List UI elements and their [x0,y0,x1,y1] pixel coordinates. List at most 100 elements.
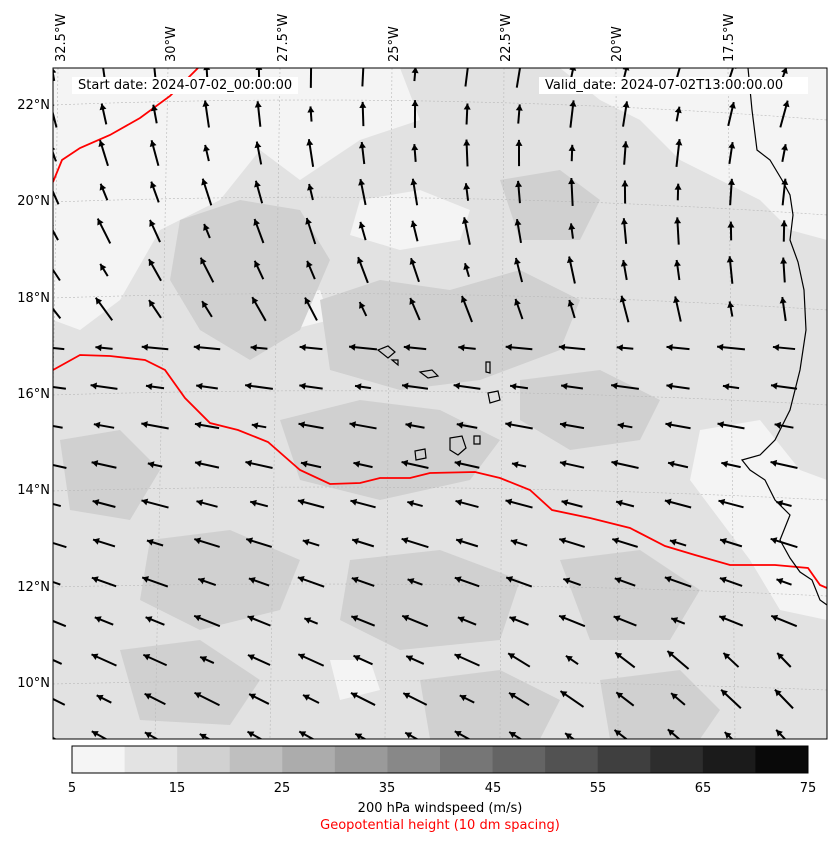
wind-arrow [666,343,690,351]
wind-arrow [770,382,798,390]
wind-arrow [300,460,322,469]
lat-label-20: 20°N [17,194,50,209]
wind-arrow [719,538,743,548]
wind-arrow [564,732,576,739]
colorbar-tick-35: 35 [378,781,396,796]
wind-arrow [411,68,419,82]
wind-arrow [148,299,162,319]
wind-arrow [146,538,164,547]
wind-arrow [351,538,375,548]
wind-arrow [142,653,168,667]
wind-arrow [194,537,220,548]
wind-arrow [53,268,61,282]
wind-arrow [670,692,686,706]
colorbar-swatch [177,746,231,773]
wind-arrow [150,104,158,124]
wind-arrow [203,223,211,239]
lon-label-27-5: 27.5°W [276,13,291,62]
wind-arrow [247,654,271,666]
wind-arrow [141,576,169,588]
wind-arrow [770,459,798,469]
wind-arrow [718,498,744,509]
wind-arrow [309,68,313,88]
wind-arrow [620,259,628,281]
colorbar-swatch [755,746,809,773]
wind-arrow [91,730,108,739]
wind-arrow [99,183,109,201]
wind-arrow [464,68,469,87]
wind-arrow [196,382,218,390]
wind-arrow [508,731,523,739]
wind-arrow [409,297,421,321]
wind-arrow [203,144,210,162]
wind-arrow [454,576,480,588]
wind-arrow [149,181,160,203]
wind-arrow [141,421,169,430]
wind-arrow [514,298,524,320]
colorbar-swatch [387,746,441,773]
wind-arrow [515,139,523,167]
wind-arrow [722,652,740,668]
lat-label-18: 18°N [17,291,50,306]
wind-arrow [299,343,323,351]
wind-arrow [405,421,425,429]
wind-arrow [250,344,268,352]
wind-arrow [622,101,630,127]
wind-arrow [53,147,57,162]
wind-arrow [99,263,109,277]
wind-arrow [410,220,419,242]
wind-arrow [254,180,264,204]
wind-arrow [194,421,220,430]
wind-arrow [361,68,365,87]
wind-arrow [770,614,798,628]
map-frame [52,67,828,740]
windspeed-fill-light [53,68,827,700]
wind-arrow [509,616,529,626]
wind-arrow [666,382,690,390]
wind-arrow [463,103,471,125]
wind-arrow [454,653,480,667]
colorbar-swatch [440,746,494,773]
wind-arrow [611,382,639,390]
wind-arrow [664,576,692,588]
lon-label-25: 25°W [387,26,402,62]
wind-arrow [53,346,65,351]
wind-arrow [53,541,67,549]
wind-arrow [251,296,267,322]
wind-arrow [667,728,681,739]
wind-arrow [358,141,366,165]
wind-arrow [459,694,475,704]
wind-arrow [454,460,480,469]
wind-arrow [307,106,315,122]
wind-arrow [454,730,471,739]
wind-arrow [463,183,471,201]
colorbar-swatch [282,746,336,773]
wind-arrow [53,68,57,82]
wind-arrow [616,344,634,352]
wind-arrow [781,143,788,163]
colorbar-label: 200 hPa windspeed (m/s) [357,801,523,816]
wind-arrow [674,217,682,245]
wind-arrow [245,537,273,548]
wind-arrow [566,256,576,284]
valid-date-label: Valid_date: 2024-07-02T13:00:00.00 [539,77,808,94]
wind-arrow [356,256,369,284]
wind-arrow [780,257,788,283]
lat-label-16: 16°N [17,387,50,402]
lon-label-32-5: 32.5°W [54,13,69,62]
wind-arrow [507,652,531,668]
wind-arrow [675,138,683,168]
wind-arrow [612,537,638,548]
wind-arrow [407,500,423,508]
wind-arrow [141,498,169,509]
wind-arrow [779,100,790,128]
wind-arrow [96,694,112,704]
wind-arrow [458,344,476,352]
wind-arrow [53,307,62,319]
colorbar-swatch [650,746,704,773]
wind-arrow [193,614,221,628]
wind-arrow [307,183,314,201]
wind-arrow [673,259,681,281]
wind-arrow [53,463,67,469]
